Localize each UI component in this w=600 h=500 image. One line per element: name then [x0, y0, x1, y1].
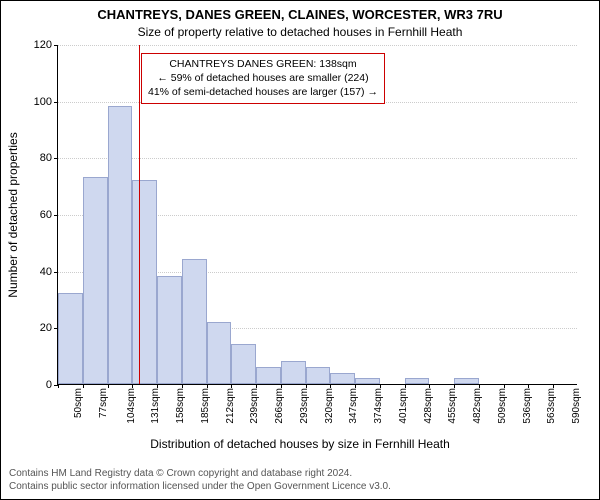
- x-tick-label: 50sqm: [73, 388, 84, 418]
- histogram-bar: [281, 361, 306, 384]
- x-tick-mark: [454, 384, 455, 388]
- x-tick-mark: [528, 384, 529, 388]
- annotation-line3: 41% of semi-detached houses are larger (…: [148, 85, 378, 99]
- x-tick-mark: [108, 384, 109, 388]
- x-tick-label: 104sqm: [125, 388, 136, 424]
- histogram-bar: [231, 344, 256, 384]
- x-tick-mark: [306, 384, 307, 388]
- x-tick-label: 239sqm: [249, 388, 260, 424]
- x-tick-label: 266sqm: [274, 388, 285, 424]
- y-tick-label: 40: [40, 266, 52, 278]
- x-tick-label: 77sqm: [98, 388, 109, 418]
- footer-attribution: Contains HM Land Registry data © Crown c…: [9, 467, 391, 493]
- y-tick-label: 60: [40, 209, 52, 221]
- y-tick-label: 120: [34, 39, 52, 51]
- histogram-bar: [83, 177, 108, 384]
- x-tick-mark: [355, 384, 356, 388]
- x-tick-label: 482sqm: [472, 388, 483, 424]
- x-tick-mark: [132, 384, 133, 388]
- y-tick-label: 100: [34, 96, 52, 108]
- x-tick-label: 509sqm: [497, 388, 508, 424]
- x-tick-mark: [256, 384, 257, 388]
- annotation-box: CHANTREYS DANES GREEN: 138sqm← 59% of de…: [141, 53, 385, 104]
- x-tick-label: 536sqm: [521, 388, 532, 424]
- x-tick-mark: [504, 384, 505, 388]
- histogram-bar: [355, 378, 380, 384]
- histogram-bar: [108, 106, 133, 384]
- histogram-bar: [182, 259, 207, 384]
- chart-title-line2: Size of property relative to detached ho…: [1, 25, 599, 39]
- y-tick-mark: [54, 215, 58, 216]
- x-tick-mark: [182, 384, 183, 388]
- plot-area: 02040608010012050sqm77sqm104sqm131sqm158…: [57, 45, 577, 385]
- histogram-bar: [157, 276, 182, 384]
- histogram-bar: [132, 180, 157, 384]
- histogram-bar: [330, 373, 355, 384]
- y-tick-mark: [54, 272, 58, 273]
- x-tick-mark: [58, 384, 59, 388]
- y-tick-label: 80: [40, 152, 52, 164]
- x-tick-label: 401sqm: [398, 388, 409, 424]
- x-tick-label: 347sqm: [348, 388, 359, 424]
- x-axis-label: Distribution of detached houses by size …: [1, 437, 599, 451]
- x-tick-mark: [479, 384, 480, 388]
- x-tick-label: 212sqm: [224, 388, 235, 424]
- x-tick-mark: [157, 384, 158, 388]
- annotation-line2: ← 59% of detached houses are smaller (22…: [148, 71, 378, 85]
- y-tick-mark: [54, 45, 58, 46]
- x-tick-label: 455sqm: [447, 388, 458, 424]
- x-tick-label: 158sqm: [175, 388, 186, 424]
- x-tick-label: 185sqm: [200, 388, 211, 424]
- x-tick-mark: [281, 384, 282, 388]
- x-tick-mark: [380, 384, 381, 388]
- y-tick-mark: [54, 102, 58, 103]
- y-tick-label: 20: [40, 322, 52, 334]
- x-tick-mark: [553, 384, 554, 388]
- y-tick-mark: [54, 158, 58, 159]
- x-tick-label: 590sqm: [571, 388, 582, 424]
- x-tick-label: 428sqm: [422, 388, 433, 424]
- x-tick-mark: [83, 384, 84, 388]
- histogram-bar: [207, 322, 232, 384]
- reference-line: [139, 45, 140, 384]
- x-tick-label: 131sqm: [150, 388, 161, 424]
- chart-title-line1: CHANTREYS, DANES GREEN, CLAINES, WORCEST…: [1, 7, 599, 22]
- x-tick-mark: [207, 384, 208, 388]
- y-axis-label: Number of detached properties: [6, 132, 20, 297]
- x-tick-mark: [231, 384, 232, 388]
- chart-container: CHANTREYS, DANES GREEN, CLAINES, WORCEST…: [0, 0, 600, 500]
- histogram-bar: [306, 367, 331, 384]
- x-tick-mark: [429, 384, 430, 388]
- histogram-bar: [454, 378, 479, 384]
- x-tick-label: 374sqm: [373, 388, 384, 424]
- footer-line2: Contains public sector information licen…: [9, 480, 391, 493]
- gridline: [58, 45, 577, 46]
- x-tick-label: 563sqm: [546, 388, 557, 424]
- histogram-bar: [58, 293, 83, 384]
- histogram-bar: [256, 367, 281, 384]
- x-tick-label: 293sqm: [299, 388, 310, 424]
- histogram-bar: [405, 378, 430, 384]
- gridline: [58, 158, 577, 159]
- x-tick-label: 320sqm: [323, 388, 334, 424]
- annotation-line1: CHANTREYS DANES GREEN: 138sqm: [148, 57, 378, 71]
- x-tick-mark: [405, 384, 406, 388]
- x-tick-mark: [330, 384, 331, 388]
- y-tick-label: 0: [46, 379, 52, 391]
- footer-line1: Contains HM Land Registry data © Crown c…: [9, 467, 391, 480]
